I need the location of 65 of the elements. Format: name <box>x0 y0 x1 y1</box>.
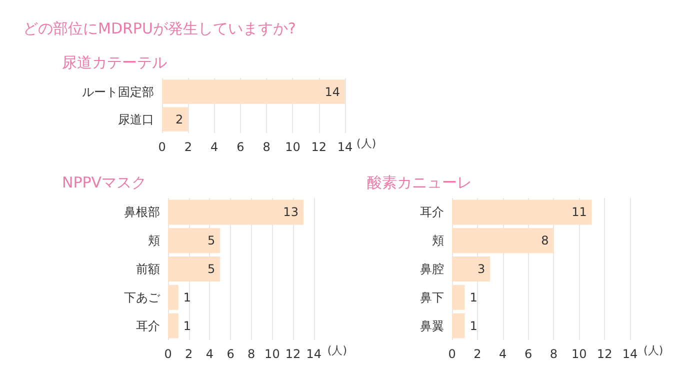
x-axis-title: (人) <box>644 344 664 357</box>
y-tick-label: 鼻根部 <box>124 205 160 220</box>
x-tick-label: 2 <box>184 140 192 154</box>
x-tick-label: 10 <box>264 347 280 361</box>
x-tick-label: 14 <box>337 140 353 154</box>
x-tick-label: 6 <box>524 347 532 361</box>
data-label: 3 <box>478 262 486 276</box>
data-label: 5 <box>207 262 216 276</box>
x-tick-label: 2 <box>474 347 482 361</box>
x-tick-label: 6 <box>226 347 234 361</box>
data-label: 1 <box>183 318 192 333</box>
x-tick-label: 8 <box>550 347 558 361</box>
chart-title: 酸素カニューレ <box>367 174 472 192</box>
x-tick-label: 0 <box>448 347 456 361</box>
x-tick-label: 2 <box>185 347 193 361</box>
y-tick-label: 鼻翼 <box>420 318 444 333</box>
x-tick-label: 8 <box>262 140 270 154</box>
bar <box>452 284 465 310</box>
x-tick-label: 6 <box>236 140 244 154</box>
bar <box>168 284 178 310</box>
data-label: 5 <box>207 234 216 248</box>
x-tick-label: 10 <box>285 140 300 154</box>
y-tick-label: 耳介 <box>420 205 444 220</box>
y-tick-label: 前額 <box>136 262 160 276</box>
y-tick-label: ルート固定部 <box>82 84 154 99</box>
bar <box>168 313 178 338</box>
bar <box>168 228 220 254</box>
data-label: 11 <box>572 205 587 220</box>
x-axis-title: (人) <box>327 344 348 357</box>
y-tick-label: 頬 <box>148 234 160 248</box>
y-tick-label: 鼻腔 <box>420 262 444 276</box>
y-tick-label: 耳介 <box>136 318 160 333</box>
y-tick-label: 頬 <box>432 234 444 248</box>
x-tick-label: 4 <box>206 347 214 361</box>
bar <box>452 313 465 338</box>
data-label: 13 <box>283 205 298 220</box>
x-tick-label: 0 <box>164 347 172 361</box>
data-label: 14 <box>324 84 340 99</box>
x-tick-label: 0 <box>158 140 166 154</box>
x-tick-label: 4 <box>210 140 218 154</box>
x-tick-label: 8 <box>248 347 256 361</box>
y-tick-label: 尿道口 <box>118 112 154 126</box>
bar <box>452 228 554 254</box>
bar <box>452 256 490 282</box>
y-tick-label: 鼻下 <box>420 290 444 304</box>
bar <box>452 200 592 225</box>
x-tick-label: 14 <box>306 347 322 361</box>
x-axis-title: (人) <box>356 137 376 150</box>
chart-subtitle: 尿道カテーテル <box>62 54 167 72</box>
x-tick-label: 12 <box>285 347 301 361</box>
data-label: 1 <box>470 318 478 333</box>
x-tick-label: 12 <box>596 347 612 361</box>
data-label: 8 <box>541 234 549 248</box>
x-tick-label: 14 <box>622 347 638 361</box>
data-label: 1 <box>470 290 478 304</box>
data-label: 1 <box>183 290 192 304</box>
x-tick-label: 4 <box>499 347 507 361</box>
data-label: 2 <box>176 112 184 126</box>
chart-title: どの部位にMDRPUが発生していますか? <box>23 20 296 38</box>
x-tick-label: 12 <box>311 140 326 154</box>
bar <box>168 256 220 282</box>
bar <box>168 200 304 225</box>
chart-title: NPPVマスク <box>62 174 147 192</box>
y-tick-label: 下あご <box>124 290 161 304</box>
x-tick-label: 10 <box>572 347 587 361</box>
